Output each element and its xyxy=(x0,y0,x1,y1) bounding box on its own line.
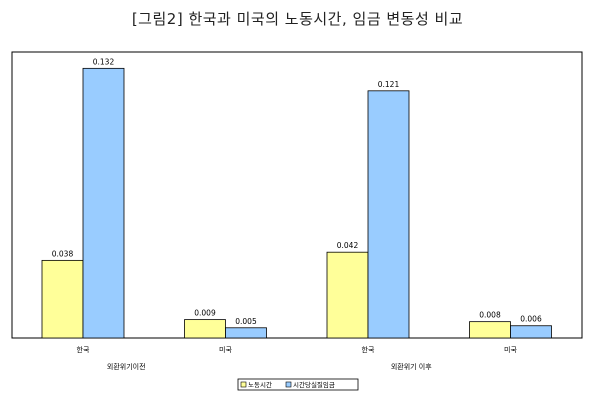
bar-wage-3 xyxy=(510,325,552,339)
category-label-2: 한국 xyxy=(362,346,375,354)
group-label-1: 외환위기 이후 xyxy=(391,362,432,371)
bar-hours-1 xyxy=(184,319,226,339)
group-labels: 외환위기이전 외환위기 이후 xyxy=(107,362,432,371)
value-label-wage-2: 0.121 xyxy=(378,80,400,89)
legend-label-1: 시간당실질임금 xyxy=(293,380,335,389)
legend-box xyxy=(237,378,359,391)
legend: 노동시간 시간당실질임금 xyxy=(237,378,359,391)
value-label-hours-3: 0.008 xyxy=(479,311,501,320)
value-label-wage-1: 0.005 xyxy=(235,317,257,326)
bar-hours-0 xyxy=(41,259,84,339)
category-label-0: 한국 xyxy=(77,346,90,354)
bars-layer xyxy=(41,67,552,339)
value-label-hours-2: 0.042 xyxy=(337,241,359,250)
bar-hours-3 xyxy=(469,321,511,339)
legend-label-0: 노동시간 xyxy=(248,380,272,389)
value-label-hours-1: 0.009 xyxy=(194,309,216,318)
value-label-hours-0: 0.038 xyxy=(52,249,74,258)
category-label-3: 미국 xyxy=(504,345,517,354)
category-label-1: 미국 xyxy=(219,345,232,354)
value-label-wage-0: 0.132 xyxy=(93,57,115,66)
category-labels: 한국 미국 한국 미국 xyxy=(77,345,518,354)
bar-wage-1 xyxy=(225,327,267,339)
value-label-wage-3: 0.006 xyxy=(520,315,542,324)
bar-wage-0 xyxy=(82,67,125,339)
chart-title: [그림2] 한국과 미국의 노동시간, 임금 변동성 비교 xyxy=(131,10,464,28)
legend-swatch-1 xyxy=(285,381,292,388)
bar-wage-2 xyxy=(367,90,410,339)
legend-swatch-0 xyxy=(240,381,247,388)
value-labels: 0.038 0.132 0.009 0.005 0.042 0.121 0.008 0.006 xyxy=(52,57,542,325)
bar-hours-2 xyxy=(326,251,369,339)
group-label-0: 외환위기이전 xyxy=(107,362,146,371)
